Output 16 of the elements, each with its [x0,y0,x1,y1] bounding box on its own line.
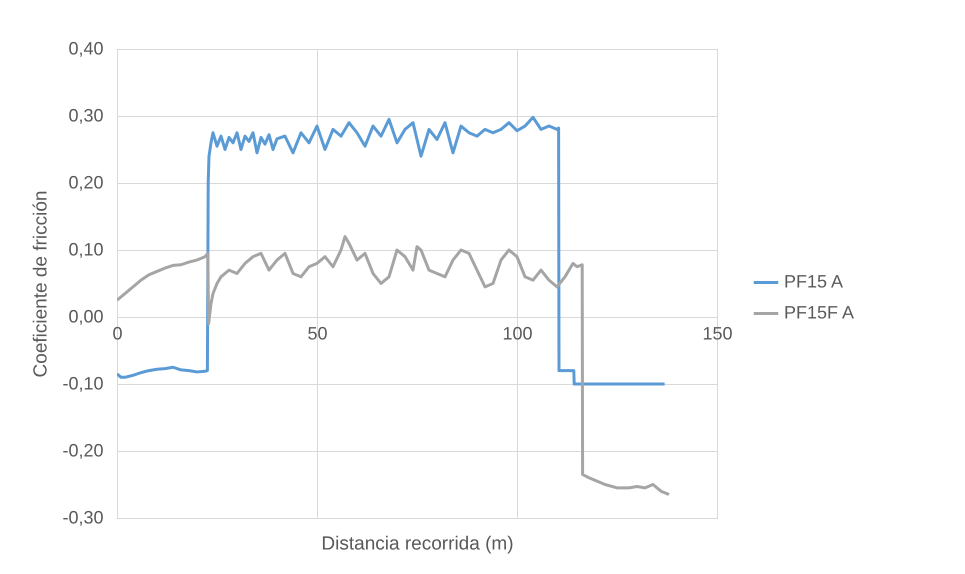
x-tick-label: 50 [307,324,328,344]
y-tick-label: 0,40 [68,38,104,58]
x-tick-label: 150 [702,324,733,344]
x-tick-label: 0 [112,324,123,344]
y-tick-label: -0,20 [62,440,104,460]
x-axis-title: Distancia recorrida (m) [321,534,514,554]
y-tick-label: 0,00 [68,306,104,326]
y-axis-title: Coeficiente de fricción [30,190,52,378]
y-tick-label: 0,30 [68,106,104,126]
y-tick-label: 0,10 [68,240,104,260]
legend-label: PF15F A [784,302,854,322]
y-tick-label: -0,30 [62,508,104,528]
x-tick-label: 100 [502,324,533,344]
legend-label: PF15 A [784,272,844,292]
y-tick-label: 0,20 [68,172,104,192]
y-tick-label: -0,10 [62,374,104,394]
